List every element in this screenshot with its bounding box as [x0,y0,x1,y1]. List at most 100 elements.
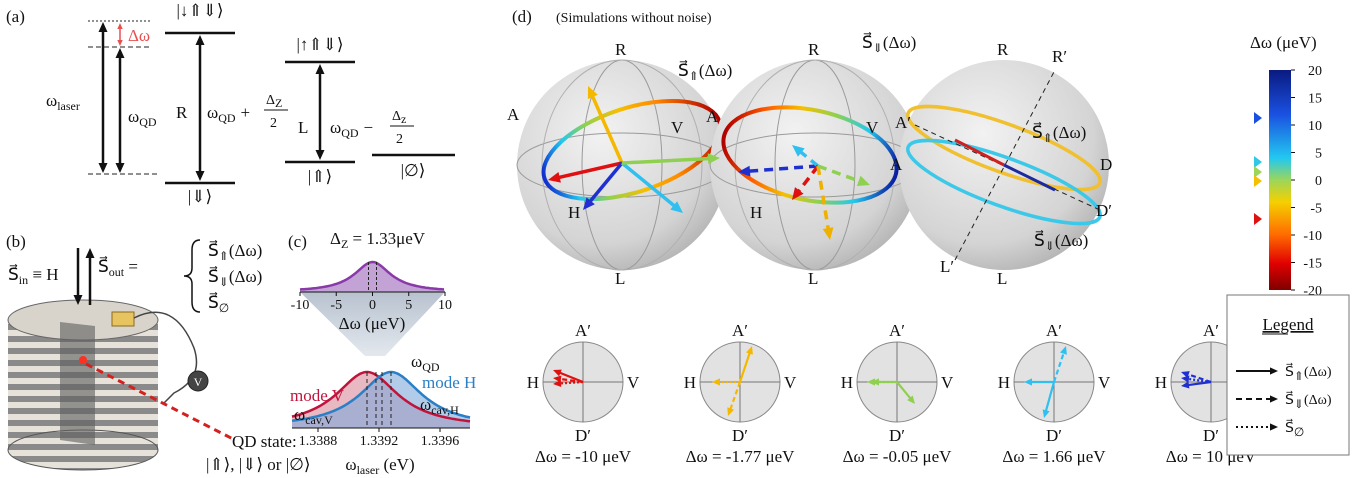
tick-label: 1.3392 [360,434,399,449]
funnel [300,292,445,356]
arrow-shaft [1052,351,1066,383]
text-part: Δ [392,109,401,124]
arrow-head [98,22,108,32]
qd-state: QD state: [232,432,297,451]
axis-label: D [1100,155,1112,174]
tick-label: 1.3396 [421,434,460,449]
text-part: cav,V [305,413,333,427]
text-part: laser [57,99,80,113]
inset-label: D′ [1046,426,1062,445]
wire [133,311,198,404]
inset-label: D′ [732,426,748,445]
arrow-shaft [817,164,862,184]
arrow-head [856,175,870,186]
text-part: ⇑ [219,249,229,263]
arrow-head [670,201,683,213]
axis-label: R [615,40,627,59]
vector [954,138,1005,167]
arrow-head [707,153,720,165]
mode-h [291,370,471,423]
arrow-head [315,64,325,74]
text-part: (Δω) [699,61,732,80]
legend-title: Legend [1263,315,1314,334]
inset-label: H [998,373,1010,392]
axis-label: R′ [1052,47,1067,66]
text-part: S⃗ [8,264,19,284]
axis-label: L [997,269,1007,288]
fraction-den: 2 [396,132,403,147]
text-part: S⃗ [1285,362,1294,380]
arrow-head [907,395,915,404]
arrow-shaft [1187,380,1212,387]
text-part: Δ [330,229,341,248]
inset-label: H [684,373,696,392]
arrow-head [115,48,125,58]
text-part: S⃗ [1032,122,1043,142]
arrow-head [583,197,595,210]
transition-label: R [176,103,188,122]
s-out: S⃗out = [98,256,138,279]
text-part: ⇓ [219,275,229,289]
arrow-head [871,378,879,386]
axis-label: Δω (μeV) [339,314,406,333]
text-part: S⃗ [98,256,109,276]
text-part: ≡ H [28,265,58,284]
arrow-head [738,165,751,177]
tick-label: 10 [1308,119,1322,134]
inset-label: D′ [1203,426,1219,445]
arrow-shaft [738,351,752,383]
text-part: ω [128,107,139,126]
arrow-head [73,295,83,305]
arrow-shaft [620,161,677,209]
text-part: QD [139,115,157,129]
inset-label: V [941,373,954,392]
arrow-shaft [796,164,820,194]
axis-label: R [997,40,1009,59]
axis-label: V [866,118,879,137]
tick-label: -5 [330,298,342,313]
text-part: ⇓ [1045,239,1055,253]
arrow-shaft [1044,381,1056,413]
inset-label: D′ [575,426,591,445]
inset-label: H [1155,373,1167,392]
arrow-shaft [556,161,623,180]
colorbar-marker [1254,213,1262,225]
arrow-head [117,23,123,29]
level-label: |∅⟩ [401,161,426,180]
text-part: S⃗ [1285,418,1294,436]
arrow-shaft [729,381,742,411]
arrow-head [1181,375,1190,383]
arrow-head [115,163,125,173]
qd-options: |⇑⟩, |⇓⟩ or |∅⟩ [206,455,311,474]
text-part: Z [275,96,282,110]
text-part: ω [330,118,341,137]
meter-label: V [194,375,203,389]
text-part: QD [341,126,359,140]
panel-label: (b) [6,232,26,251]
text-part: S⃗ [208,266,219,286]
text-part: S⃗ [1034,230,1045,250]
mode-fill [292,372,470,428]
arrow-head [1181,381,1190,389]
text-part: ω [345,455,356,474]
legend-item: S⃗⇓(Δω) [1285,390,1332,411]
mode-v: mode V [290,386,345,405]
text-part: cav,H [431,403,459,417]
brace [183,239,201,313]
pillar-base [8,430,158,470]
omega-cav-h: ωcav,H [420,395,459,417]
panel-label: (a) [6,7,25,26]
text-part: (Δω) [883,33,916,52]
inset-label: A′ [1046,321,1062,340]
text-part: (eV) [379,455,414,474]
inset-label: D′ [889,426,905,445]
text-part: ω [294,405,305,424]
pillar-cut [60,322,95,445]
spectrum-plots: -10 -5 0 5 10 1.3388 1.3392 1.3396 [291,260,471,449]
tick-label: 1.3388 [299,434,338,449]
vector-label: S⃗⇑(Δω) [1032,122,1086,145]
axis-label: ωlaser (eV) [345,455,414,477]
inset-label: A′ [732,321,748,340]
note: (Simulations without noise) [556,11,712,26]
